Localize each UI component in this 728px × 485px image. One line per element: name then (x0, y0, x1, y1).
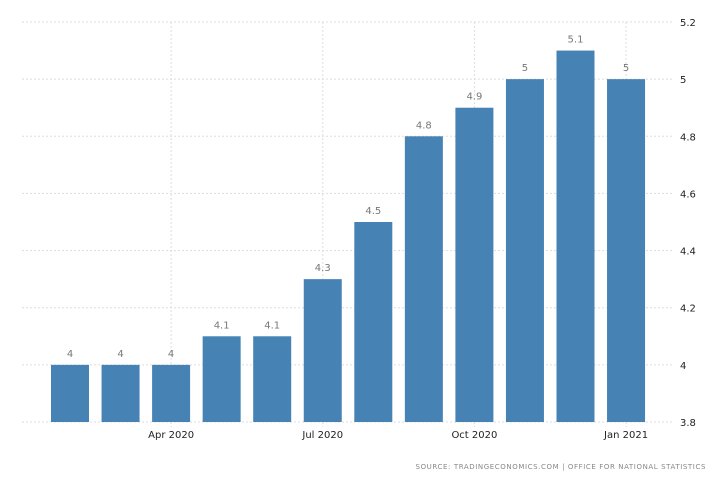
data-label: 4.8 (416, 120, 432, 131)
bar (303, 279, 342, 422)
bar (556, 50, 595, 422)
data-label: 4 (168, 349, 174, 360)
bar (51, 364, 89, 422)
bar (505, 79, 544, 423)
data-label: 4.3 (315, 263, 331, 274)
y-tick-label: 4.2 (680, 304, 696, 315)
y-tick-label: 5 (680, 75, 686, 86)
data-label: 5 (623, 63, 629, 74)
data-label: 4.5 (365, 206, 381, 217)
y-tick-label: 4.6 (680, 189, 696, 200)
source-note: SOURCE: TRADINGECONOMICS.COM | OFFICE FO… (415, 463, 706, 471)
bar (455, 107, 494, 422)
x-tick-label: Oct 2020 (451, 430, 497, 441)
y-tick-label: 4.4 (680, 247, 696, 258)
bar (152, 364, 191, 422)
x-tick-label: Apr 2020 (148, 430, 194, 441)
y-tick-label: 4.8 (680, 132, 696, 143)
y-tick-label: 3.8 (680, 418, 696, 429)
data-label: 4 (117, 349, 123, 360)
data-label: 4 (67, 349, 73, 360)
bar (404, 136, 443, 423)
data-label: 4.9 (466, 92, 482, 103)
data-label: 4.1 (264, 320, 280, 331)
bar (354, 222, 393, 422)
x-tick-label: Jul 2020 (301, 430, 343, 441)
x-tick-label: Jan 2021 (603, 430, 648, 441)
data-label: 5 (522, 63, 528, 74)
y-tick-label: 4 (680, 361, 686, 372)
y-tick-label: 5.2 (680, 18, 696, 29)
bar (253, 336, 292, 422)
data-label: 4.1 (214, 320, 230, 331)
bar (101, 364, 140, 422)
data-label: 5.1 (568, 35, 584, 46)
bar (202, 336, 241, 422)
bar (607, 79, 646, 423)
